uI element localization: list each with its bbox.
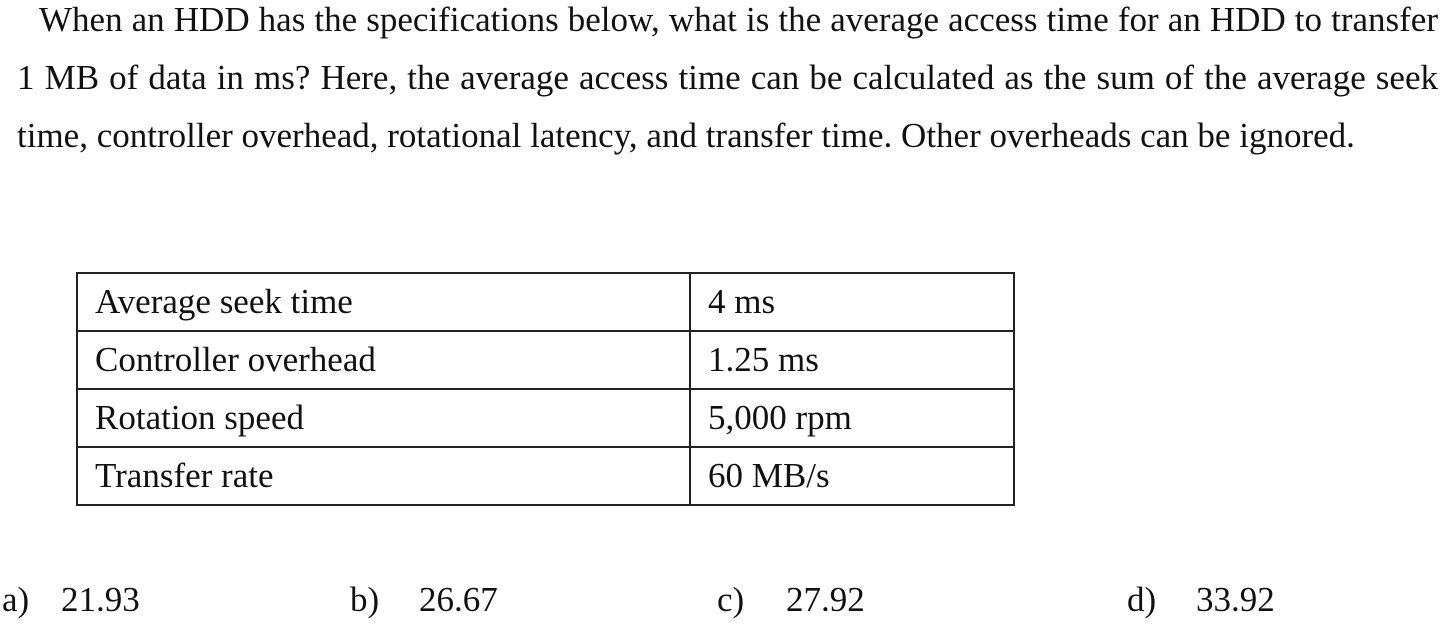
option-value: 27.92	[786, 580, 865, 619]
option-letter: b)	[350, 580, 380, 619]
spec-value: 1.25 ms	[689, 330, 1015, 390]
spec-label: Controller overhead	[76, 330, 691, 390]
option-value: 33.92	[1196, 580, 1275, 619]
spec-value: 4 ms	[689, 272, 1015, 332]
spec-label: Rotation speed	[76, 388, 691, 448]
question-text: When an HDD has the specifications below…	[17, 0, 1438, 155]
option-a: a) 21.93	[2, 580, 140, 620]
answer-options: a) 21.93 b) 26.67 c) 27.92 d) 33.92	[0, 580, 1454, 626]
table-row: Transfer rate 60 MB/s	[76, 446, 1015, 506]
option-b: b) 26.67	[350, 580, 498, 620]
option-c: c) 27.92	[717, 580, 865, 620]
option-value: 26.67	[419, 580, 498, 619]
spec-label: Transfer rate	[76, 446, 691, 506]
table-row: Rotation speed 5,000 rpm	[76, 388, 1015, 448]
table-row: Average seek time 4 ms	[76, 272, 1015, 332]
option-letter: d)	[1127, 580, 1157, 619]
spec-label: Average seek time	[76, 272, 691, 332]
option-letter: c)	[717, 580, 745, 619]
table-row: Controller overhead 1.25 ms	[76, 330, 1015, 390]
option-letter: a)	[2, 580, 30, 619]
spec-value: 5,000 rpm	[689, 388, 1015, 448]
option-d: d) 33.92	[1127, 580, 1275, 620]
specifications-table: Average seek time 4 ms Controller overhe…	[76, 272, 1015, 506]
spec-value: 60 MB/s	[689, 446, 1015, 506]
option-value: 21.93	[61, 580, 140, 619]
